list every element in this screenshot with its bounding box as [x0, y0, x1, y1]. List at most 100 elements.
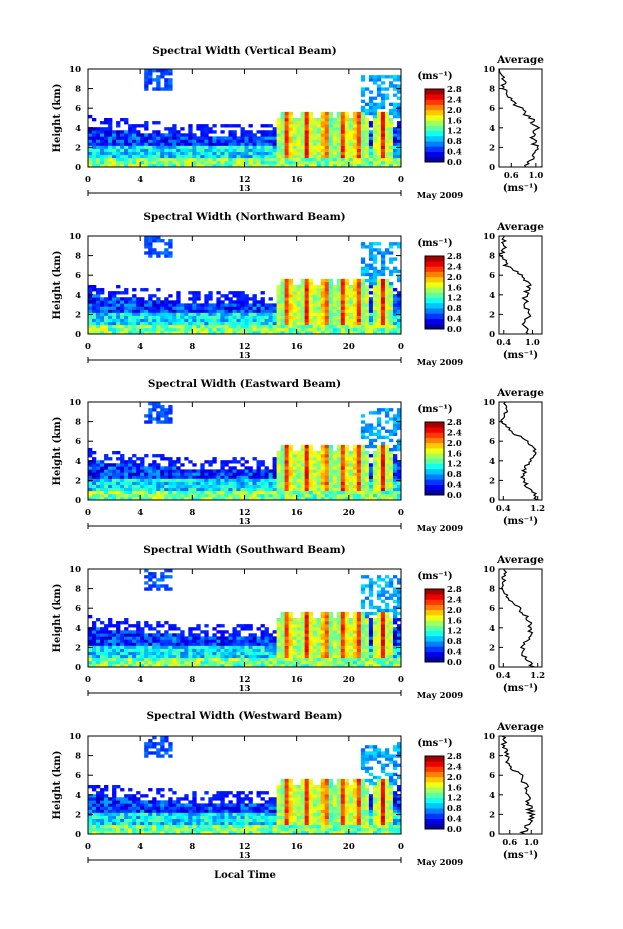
y-tick-label: 10	[69, 732, 81, 742]
colorbar-swatch	[425, 589, 444, 595]
panel-3: Spectral Width (Eastward Beam) 0 2 4 6 8 10 Hei…	[52, 378, 545, 534]
average-profile-line	[500, 735, 537, 835]
colorbar-unit: (ms⁻¹)	[417, 738, 452, 749]
avg-y-tick-label: 2	[489, 476, 495, 486]
colorbar-swatch	[425, 599, 444, 605]
y-axis-label: Height (km)	[52, 251, 63, 320]
colorbar-unit: (ms⁻¹)	[417, 571, 452, 582]
date-tick-label: 13	[239, 851, 251, 861]
colorbar-swatch	[425, 651, 444, 658]
x-tick-label: 16	[291, 342, 303, 352]
colorbar-tick-label: 2.4	[447, 262, 462, 272]
avg-y-tick-label: 0	[489, 496, 495, 506]
avg-y-tick-label: 8	[489, 252, 495, 262]
colorbar-tick-label: 2.4	[447, 95, 462, 105]
y-tick-label: 2	[75, 476, 81, 486]
x-tick-label: 4	[137, 675, 143, 685]
colorbar-swatch	[425, 266, 444, 272]
colorbar-swatch	[425, 318, 444, 325]
x-tick-label: 12	[239, 675, 251, 685]
average-frame	[498, 68, 543, 168]
panel-title: Spectral Width (Eastward Beam)	[148, 378, 341, 390]
y-tick-label: 0	[75, 496, 81, 506]
avg-x-tick-label: 1.0	[524, 838, 539, 848]
colorbar-swatch	[425, 823, 444, 830]
colorbar-swatch	[425, 130, 444, 137]
y-tick-label: 8	[75, 752, 81, 762]
colorbar-frame	[424, 421, 445, 496]
avg-x-tick-label: 1.0	[528, 171, 543, 181]
colorbar-tick-label: 2.0	[447, 606, 462, 616]
average-frame	[498, 735, 543, 835]
y-tick-label: 10	[69, 232, 81, 242]
heatmap-cells	[88, 69, 402, 168]
y-tick-label: 4	[75, 124, 81, 134]
y-tick-label: 0	[75, 163, 81, 173]
colorbar-swatch	[425, 635, 444, 642]
colorbar-swatch	[425, 125, 444, 132]
x-tick-label: 12	[239, 342, 251, 352]
colorbar-tick-label: 2.0	[447, 106, 462, 116]
colorbar-tick-label: 0.0	[447, 491, 462, 501]
colorbar-swatch	[425, 109, 444, 116]
colorbar-swatch	[425, 797, 444, 804]
colorbar-swatch	[425, 463, 444, 470]
colorbar-tick-label: 0.8	[447, 637, 462, 647]
colorbar-swatch	[425, 256, 444, 262]
colorbar-swatch	[425, 453, 444, 459]
colorbar-swatch	[425, 458, 444, 465]
y-axis-label: Height (km)	[52, 751, 63, 820]
x-tick-label: 0	[398, 342, 404, 352]
colorbar-swatch	[425, 604, 444, 611]
avg-y-tick-label: 0	[489, 163, 495, 173]
x-tick-label: 0	[85, 675, 91, 685]
colorbar-tick-label: 0.4	[447, 148, 462, 158]
colorbar-swatch	[425, 766, 444, 772]
avg-y-tick-label: 2	[489, 143, 495, 153]
date-label: May 2009	[417, 858, 464, 868]
colorbar-swatch	[425, 422, 444, 428]
average-profile-line	[498, 68, 541, 168]
x-tick-label: 20	[343, 342, 355, 352]
x-tick-label: 8	[189, 675, 195, 685]
x-tick-label: 0	[398, 508, 404, 518]
colorbar-swatch	[425, 813, 444, 819]
colorbar-swatch	[425, 432, 444, 438]
panel-title: Spectral Width (Southward Beam)	[143, 544, 345, 556]
y-tick-label: 10	[69, 398, 81, 408]
avg-y-tick-label: 10	[483, 232, 495, 242]
colorbar-tick-label: 0.8	[447, 804, 462, 814]
colorbar-swatch	[425, 771, 444, 778]
x-tick-label: 4	[137, 842, 143, 852]
x-tick-label: 16	[291, 508, 303, 518]
x-tick-label: 0	[398, 842, 404, 852]
y-tick-label: 2	[75, 310, 81, 320]
colorbar-swatch	[425, 818, 444, 825]
colorbar-frame	[424, 255, 445, 330]
colorbar-swatch	[425, 609, 444, 616]
average-frame	[498, 568, 543, 668]
colorbar-tick-label: 1.2	[447, 294, 462, 304]
colorbar-swatch	[425, 442, 444, 449]
y-tick-label: 2	[75, 643, 81, 653]
colorbar-swatch	[425, 761, 444, 767]
colorbar-swatch	[425, 615, 444, 621]
colorbar-tick-label: 0.4	[447, 648, 462, 658]
colorbar-tick-label: 0.0	[447, 658, 462, 668]
average-frame	[498, 235, 543, 335]
heatmap-cells	[88, 236, 402, 335]
colorbar-tick-label: 0.4	[447, 481, 462, 491]
y-tick-label: 4	[75, 291, 81, 301]
colorbar-swatch	[425, 302, 444, 309]
colorbar-swatch	[425, 115, 444, 121]
colorbar-swatch	[425, 484, 444, 491]
colorbar-swatch	[425, 104, 444, 111]
colorbar-swatch	[425, 756, 444, 762]
colorbar-tick-label: 1.6	[447, 616, 462, 626]
colorbar-tick-label: 0.0	[447, 825, 462, 835]
panel-title: Spectral Width (Westward Beam)	[146, 710, 342, 722]
colorbar-tick-label: 1.2	[447, 627, 462, 637]
x-tick-label: 20	[343, 508, 355, 518]
avg-y-tick-label: 6	[489, 771, 495, 781]
colorbar-swatch	[425, 489, 444, 496]
